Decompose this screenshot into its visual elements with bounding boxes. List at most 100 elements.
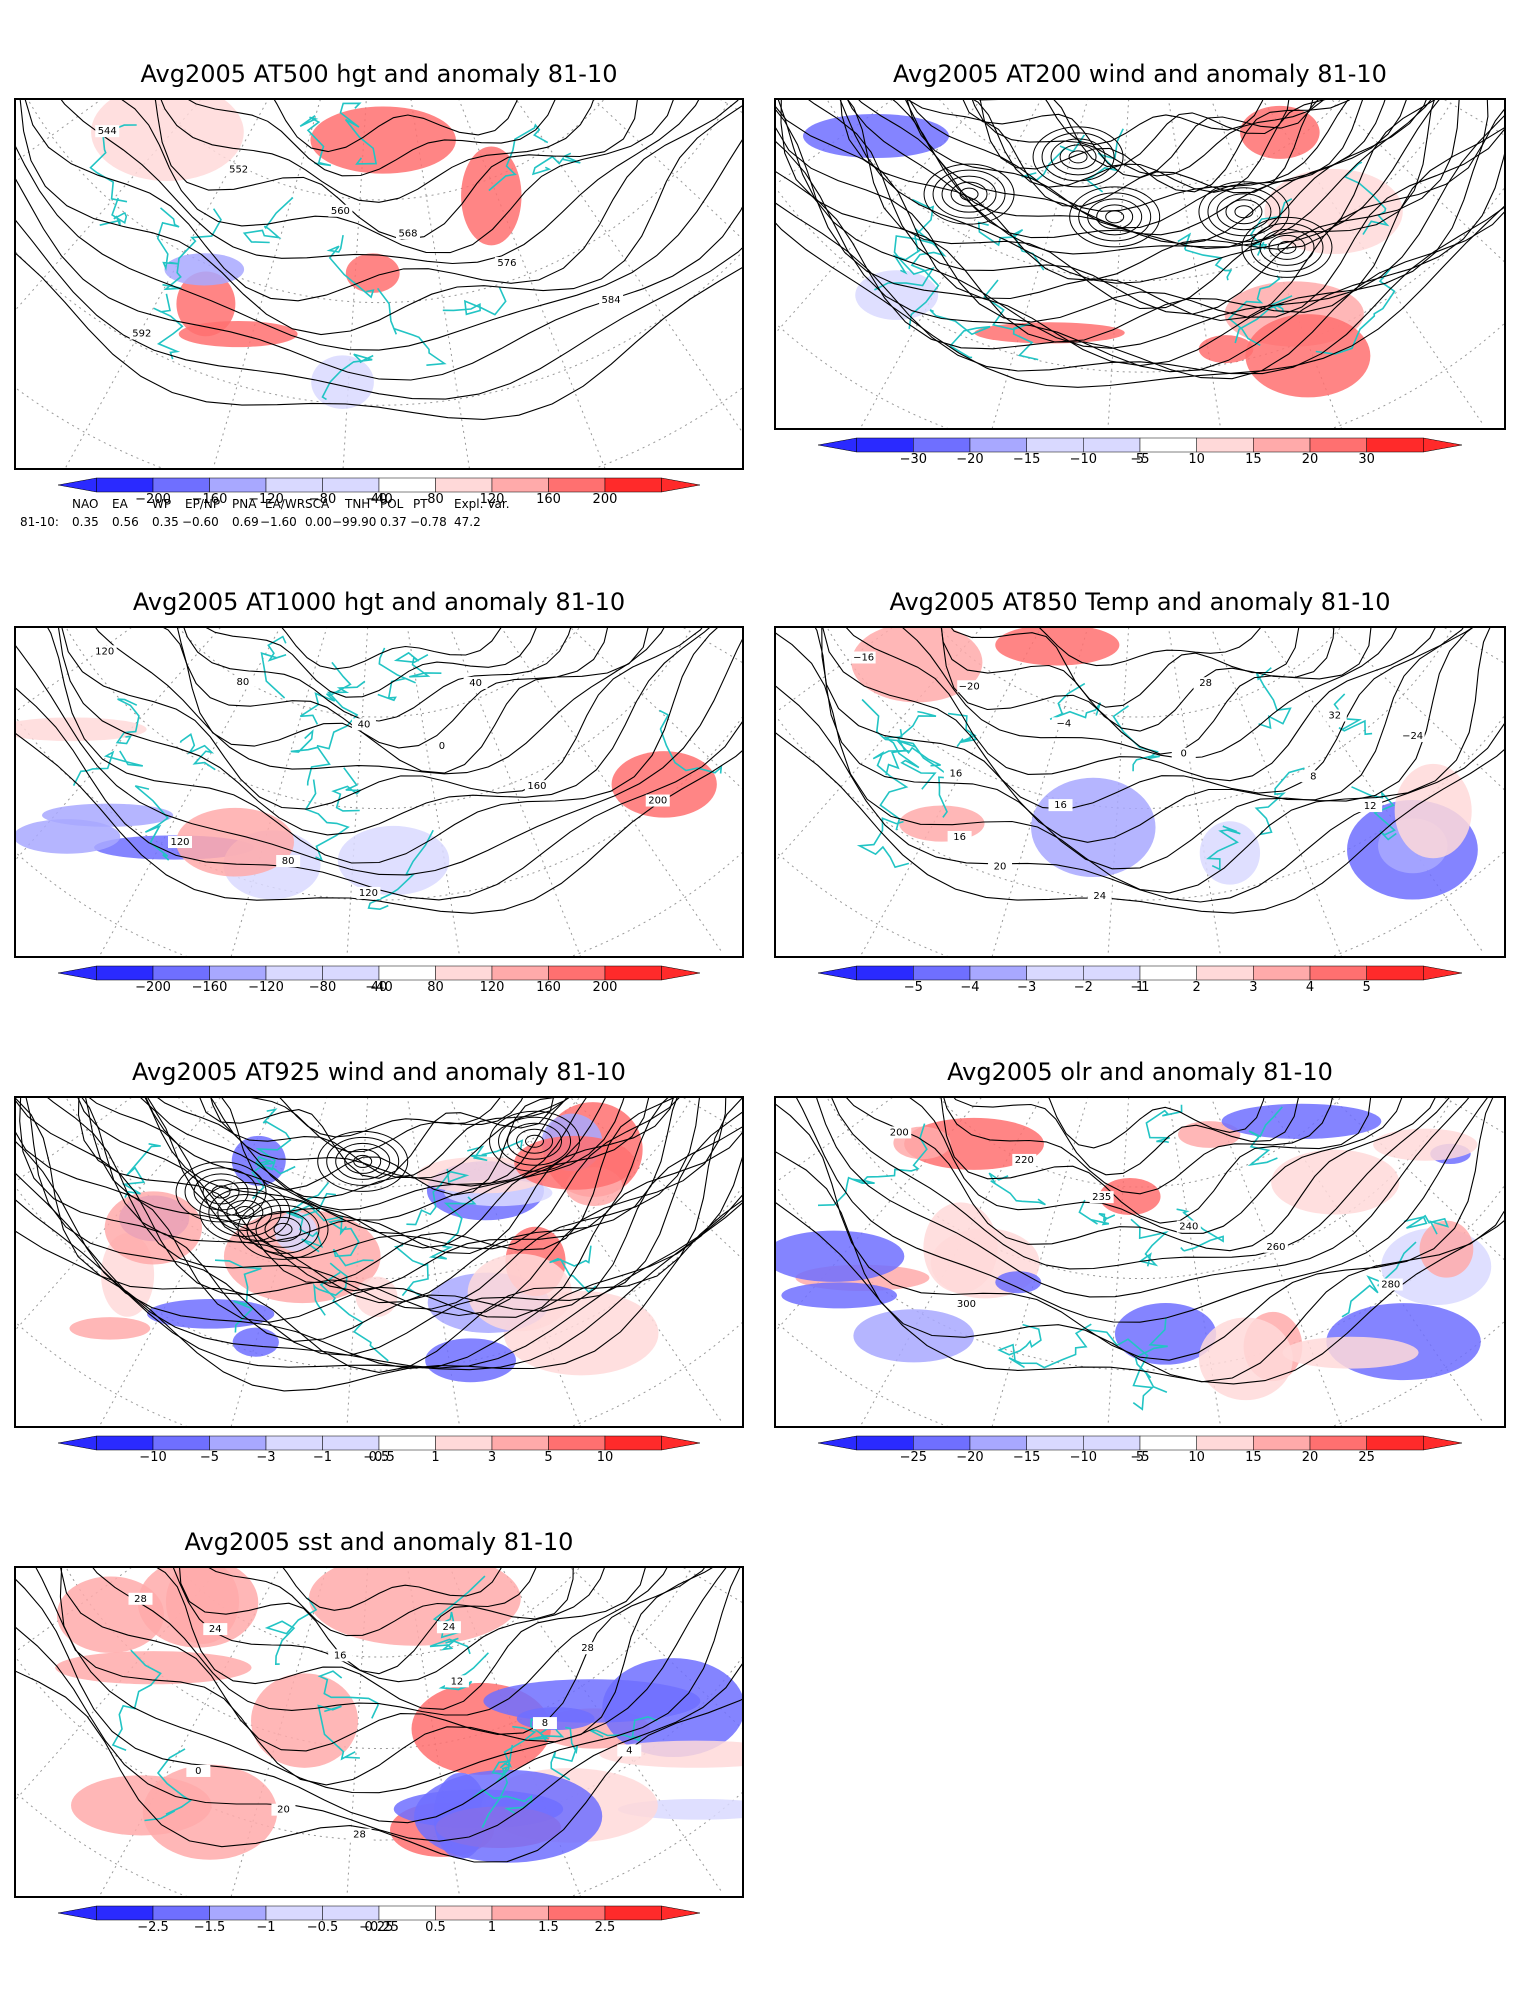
anomaly-shading bbox=[781, 1282, 898, 1309]
streamline-eddy bbox=[1032, 126, 1124, 188]
streamline-eddy bbox=[317, 1130, 409, 1192]
coastline bbox=[1176, 1208, 1224, 1252]
contour-label-bg bbox=[230, 675, 255, 688]
colorbar-tick-label: 160 bbox=[536, 492, 561, 507]
colorbar-segment bbox=[913, 437, 971, 453]
colorbar-tick-label: −0.5 bbox=[306, 1920, 339, 1935]
streamline-eddy bbox=[1069, 186, 1161, 248]
contour-label: 220 bbox=[1015, 1155, 1034, 1166]
streamline-eddy bbox=[525, 1134, 545, 1148]
colorbar-segment bbox=[604, 1905, 662, 1921]
contour-label-bg bbox=[617, 1744, 642, 1757]
panel-at200-wind: Avg2005 AT200 wind and anomaly 81-10 −30−… bbox=[774, 60, 1506, 490]
contour-label-bg bbox=[347, 1828, 372, 1841]
contour-line bbox=[909, 1098, 1403, 1234]
colorbar-tick-label: 80 bbox=[427, 980, 444, 995]
graticule-meridian bbox=[64, 100, 269, 468]
contour-label: 24 bbox=[209, 1624, 222, 1635]
contour-line bbox=[840, 100, 1436, 281]
tele-header: PT bbox=[413, 497, 428, 511]
graticule-meridian bbox=[346, 628, 369, 956]
contour-line bbox=[172, 1568, 605, 1683]
anomaly-shading bbox=[164, 253, 245, 286]
streamline-eddy bbox=[246, 1204, 320, 1254]
anomaly-shading bbox=[251, 1673, 359, 1768]
streamline-eddy bbox=[1105, 210, 1125, 224]
streamline-eddy bbox=[1277, 240, 1297, 254]
contour-line bbox=[776, 171, 1504, 380]
tele-value: −1.60 bbox=[260, 515, 297, 529]
colorbar-tick-label: −5 bbox=[1130, 1450, 1150, 1465]
contour-line bbox=[821, 628, 1473, 843]
colorbar-tick-label: 200 bbox=[592, 492, 618, 507]
contour-label: 16 bbox=[949, 769, 962, 780]
contour-label-bg bbox=[532, 1717, 557, 1730]
contour-line bbox=[210, 1098, 570, 1179]
coastline bbox=[321, 353, 374, 401]
colorbar-segment bbox=[969, 965, 1027, 981]
colorbar-segment bbox=[1253, 965, 1311, 981]
coastline bbox=[72, 750, 143, 786]
colorbar-tick-label: −160 bbox=[191, 492, 228, 507]
contour-label-bg bbox=[1378, 1278, 1403, 1291]
colorbar-segment bbox=[548, 1435, 606, 1451]
contour-line bbox=[24, 100, 739, 302]
colorbar-tick-label: 200 bbox=[592, 980, 618, 995]
colorbar-tick-label: −120 bbox=[248, 980, 284, 995]
colorbar-segment bbox=[548, 1905, 606, 1921]
streamline-eddy bbox=[1216, 193, 1272, 231]
colorbar-arrow-right bbox=[661, 1435, 701, 1451]
anomaly-shading bbox=[461, 146, 522, 246]
streamline-eddy bbox=[175, 1161, 267, 1223]
contour-line bbox=[16, 178, 742, 381]
contour-label-bg bbox=[1322, 709, 1347, 722]
colorbar-tick-label: 1 bbox=[431, 1450, 440, 1465]
colorbar-segment bbox=[1253, 437, 1311, 453]
panel-title: Avg2005 AT200 wind and anomaly 81-10 bbox=[893, 60, 1387, 88]
contour-label-bg bbox=[1193, 677, 1218, 690]
panel-at500-height: Avg2005 AT500 hgt and anomaly 81-10 544 55… bbox=[14, 60, 744, 530]
coastline bbox=[892, 198, 935, 275]
coastline bbox=[115, 698, 140, 745]
colorbar-bar bbox=[57, 1435, 701, 1451]
graticule-meridian bbox=[1107, 100, 1130, 428]
coastline bbox=[856, 817, 910, 869]
colorbar-segment bbox=[913, 965, 971, 981]
tele-value: −0.78 bbox=[410, 515, 447, 529]
contour-label: 200 bbox=[890, 1127, 909, 1138]
contour-line bbox=[147, 1098, 587, 1211]
colorbar-segment bbox=[969, 1435, 1027, 1451]
colorbar-tick-label: 5 bbox=[1135, 452, 1145, 467]
contour-line bbox=[776, 205, 1504, 388]
colorbar-tick-label: −5 bbox=[903, 980, 923, 995]
contour-line bbox=[846, 1098, 1436, 1252]
contour-line bbox=[47, 1098, 700, 1310]
colorbar-tick-label: 5 bbox=[1362, 980, 1371, 995]
graticule-circle bbox=[153, 100, 605, 201]
contour-line bbox=[1048, 1098, 1265, 1149]
colorbar-segment bbox=[491, 1435, 549, 1451]
contour-label: 576 bbox=[497, 258, 516, 269]
colorbar-tick-label: 2.5 bbox=[594, 1920, 616, 1935]
colorbar-segment bbox=[1083, 965, 1141, 981]
contour-line bbox=[205, 628, 537, 698]
contour-label: 0 bbox=[195, 1766, 201, 1777]
contour-line bbox=[776, 127, 1504, 323]
colorbar-tick-label: 5 bbox=[544, 1450, 553, 1465]
coastline bbox=[947, 712, 978, 748]
colorbar-segment bbox=[152, 1435, 210, 1451]
contour-line bbox=[953, 1098, 1299, 1176]
contour-label: 28 bbox=[581, 1643, 594, 1654]
contour-label-bg bbox=[954, 1298, 979, 1311]
coastline bbox=[264, 1597, 318, 1666]
streamline-eddy bbox=[1241, 216, 1333, 278]
coastline bbox=[1206, 825, 1241, 871]
colorbar: −5 −4 −3 −2 −1 1 2 3 4 5 bbox=[817, 965, 1463, 1006]
colorbar-segment bbox=[969, 437, 1027, 453]
contour-line bbox=[61, 628, 703, 810]
colorbar-segment bbox=[96, 1435, 154, 1451]
coastline bbox=[442, 286, 507, 316]
coastline bbox=[883, 728, 937, 790]
colorbar-segment bbox=[913, 1435, 971, 1451]
contour-line bbox=[979, 100, 1350, 193]
